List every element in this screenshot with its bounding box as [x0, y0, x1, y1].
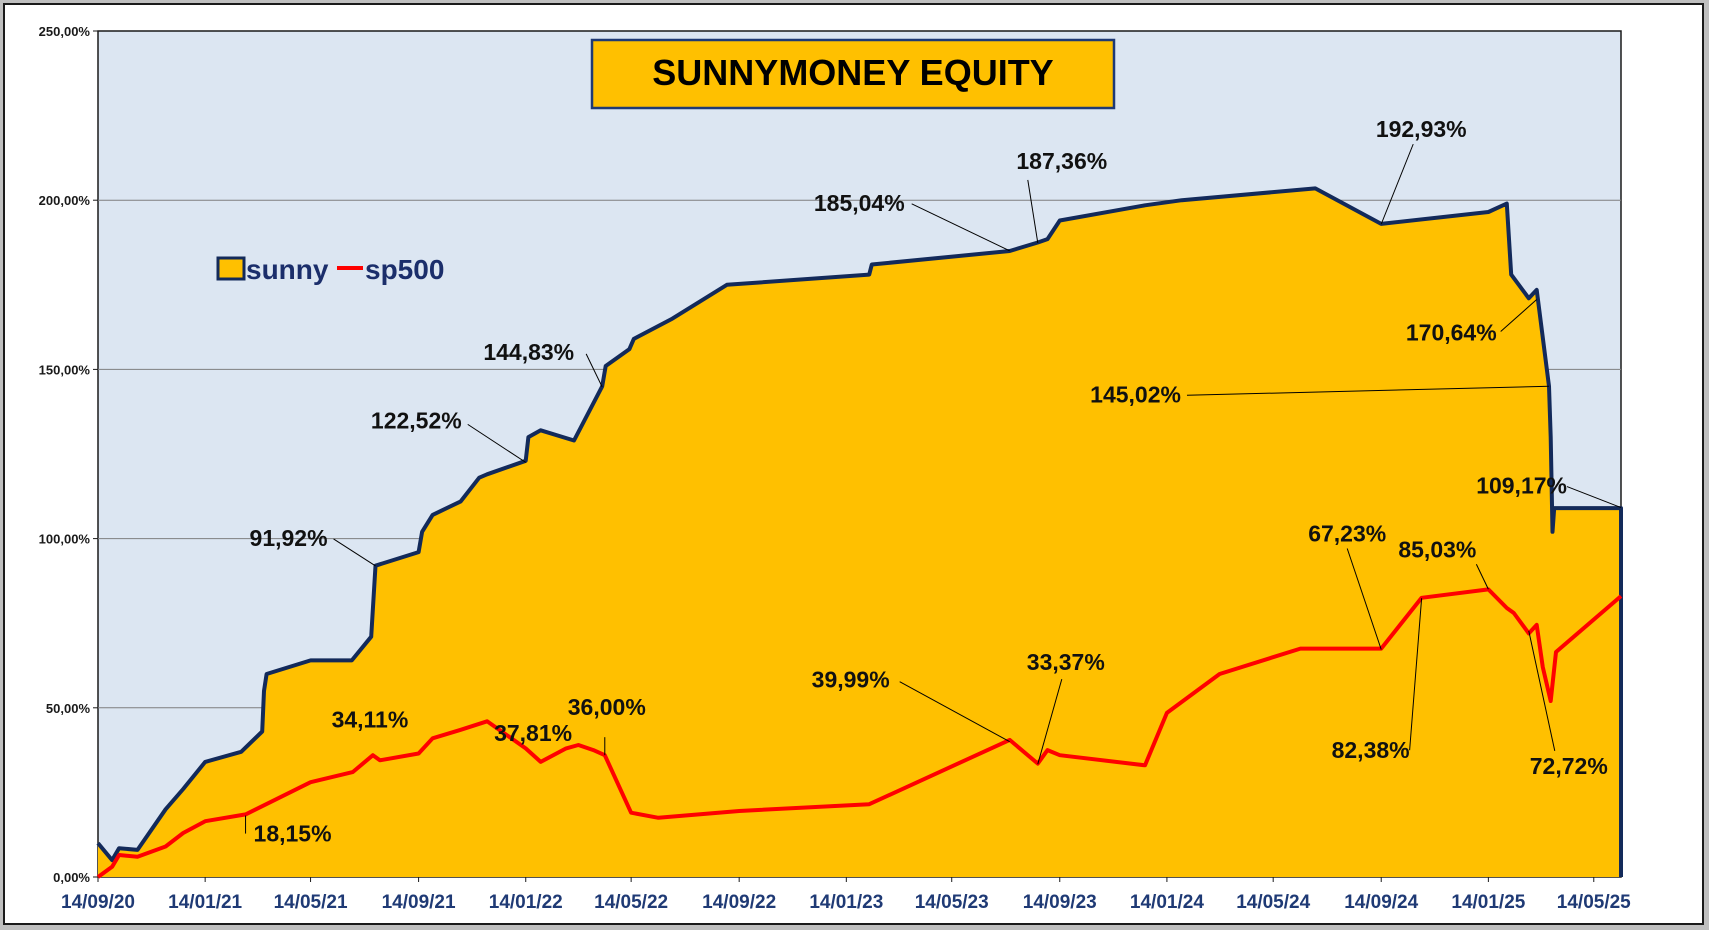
annotation-leader	[911, 203, 1010, 252]
chart-title: SUNNYMONEY EQUITY	[590, 38, 1116, 110]
annotation-label: 82,38%	[1332, 737, 1410, 763]
annotation-leader	[1475, 564, 1489, 590]
annotation-label: 34,11%	[332, 707, 409, 733]
y-tick-label: 250,00%	[39, 24, 91, 39]
annotation-label: 67,23%	[1308, 520, 1386, 546]
legend-label-sunny: sunny	[246, 254, 329, 285]
annotation-label: 91,92%	[250, 525, 328, 551]
annotation-label: 39,99%	[812, 667, 890, 693]
annotation-leader	[467, 423, 527, 463]
x-tick-label: 14/05/21	[274, 892, 348, 913]
annotation-leader	[1500, 299, 1538, 332]
annotation-label: 145,02%	[1090, 381, 1181, 407]
annotation-label: 85,03%	[1398, 536, 1476, 562]
y-tick-label: 200,00%	[39, 193, 91, 208]
legend-swatch-sunny	[216, 256, 246, 281]
x-tick-label: 14/05/22	[594, 892, 668, 913]
x-tick-label: 14/09/22	[702, 892, 776, 913]
x-tick-label: 14/01/21	[168, 892, 242, 913]
annotation-leader	[1186, 385, 1549, 396]
x-tick-label: 14/01/24	[1130, 892, 1204, 913]
annotation-leader	[333, 538, 376, 567]
y-tick-label: 150,00%	[39, 362, 91, 377]
annotation-label: 18,15%	[254, 821, 332, 847]
x-axis: 14/09/20 14/01/21 14/05/21 14/09/21 14/01/22…	[61, 877, 1631, 913]
annotation-leader	[1566, 486, 1622, 509]
y-tick-label: 0,00%	[53, 870, 90, 885]
y-tick-label: 50,00%	[46, 701, 91, 716]
x-tick-label: 14/01/22	[489, 892, 563, 913]
x-tick-label: 14/05/23	[915, 892, 989, 913]
annotations: 18,15% 34,11% 37,81%36,00% 39,99% 33,37% 67,2…	[245, 116, 1622, 847]
series-sunny-line	[96, 186, 1623, 877]
x-tick-label: 14/09/24	[1344, 892, 1418, 913]
x-tick-label: 14/09/21	[382, 892, 456, 913]
annotation-leader	[1346, 548, 1382, 650]
series-sp500-line	[96, 587, 1623, 879]
x-tick-label: 14/09/20	[61, 892, 135, 913]
annotation-label: 144,83%	[483, 339, 574, 365]
legend-label-sp500: sp500	[365, 254, 444, 285]
annotation-label: 122,52%	[371, 407, 462, 433]
title-text: SUNNYMONEY EQUITY	[652, 52, 1053, 93]
annotation-leader	[585, 353, 603, 388]
annotation-leader	[1037, 678, 1063, 765]
series-sunny-area	[98, 188, 1621, 877]
x-tick-label: 14/01/25	[1451, 892, 1525, 913]
annotation-leader	[1027, 179, 1039, 244]
annotation-label: 37,81%	[494, 720, 572, 746]
annotation-leader	[1409, 598, 1423, 751]
annotation-leader	[899, 681, 1010, 743]
annotation-label: 109,17%	[1476, 473, 1567, 499]
series-layer	[96, 186, 1623, 879]
annotation-label: 33,37%	[1027, 649, 1105, 675]
annotation-label: 192,93%	[1376, 116, 1467, 142]
x-tick-label: 14/05/24	[1236, 892, 1310, 913]
annotation-label: 36,00%	[568, 694, 646, 720]
y-tick-label: 100,00%	[39, 532, 91, 547]
title-box	[590, 38, 1116, 110]
annotation-label: 185,04%	[814, 190, 905, 216]
x-tick-label: 14/01/23	[809, 892, 883, 913]
annotation-label: 72,72%	[1530, 753, 1608, 779]
annotation-label: 170,64%	[1406, 320, 1497, 346]
x-tick-label: 14/05/25	[1557, 892, 1631, 913]
legend: sunny sp500	[216, 254, 444, 285]
annotation-label: 187,36%	[1016, 148, 1107, 174]
annotation-leader	[1528, 630, 1556, 752]
x-tick-label: 14/09/23	[1023, 892, 1097, 913]
y-axis: 0,00% 50,00% 100,00% 150,00% 200,00% 250,00%	[39, 24, 98, 885]
annotation-leader	[1380, 143, 1414, 225]
